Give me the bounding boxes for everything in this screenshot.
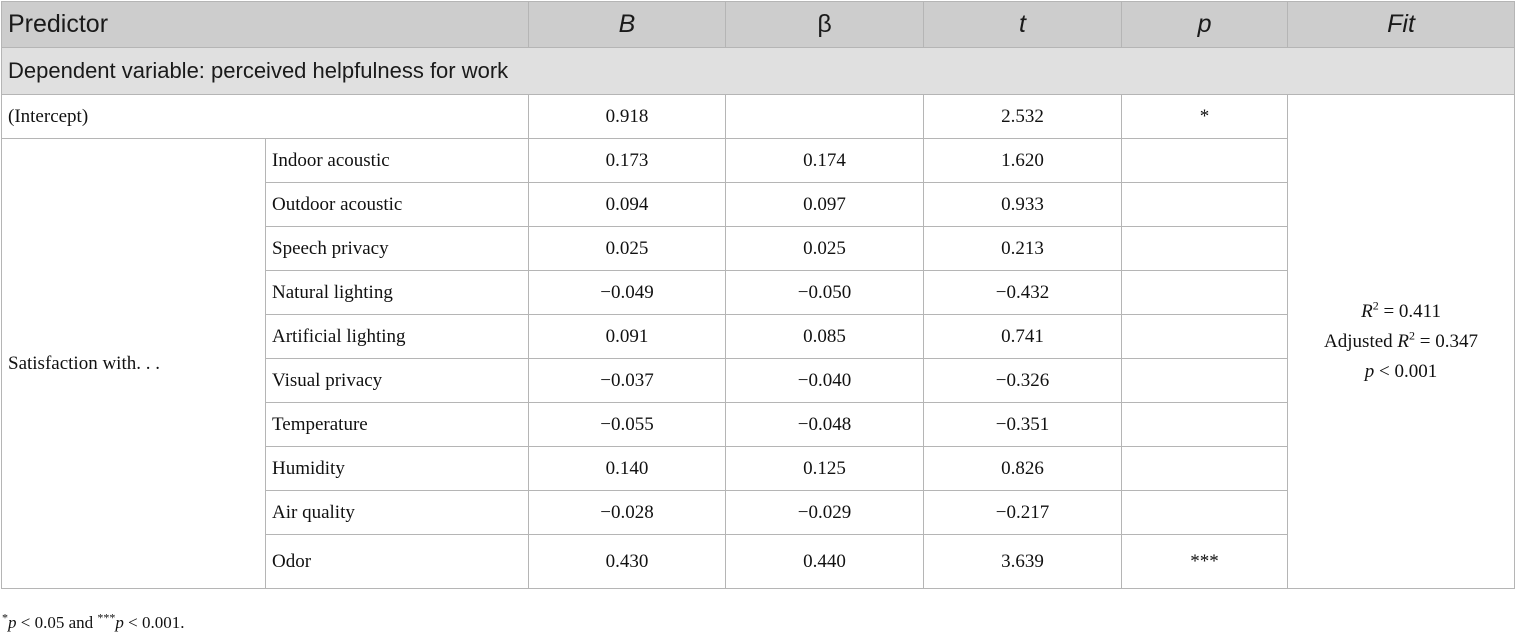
row-B: 0.173: [528, 138, 727, 183]
row-beta: 0.174: [725, 138, 925, 183]
section-title: Dependent variable: perceived helpfulnes…: [0, 47, 1516, 95]
intercept-row: (Intercept) 0.918 2.532 * R2 = 0.411 Adj…: [0, 94, 1516, 589]
header-beta: β: [725, 1, 925, 48]
fit-adjusted-r2: Adjusted R2 = 0.347: [1324, 328, 1478, 352]
row-label: Temperature: [264, 402, 530, 447]
row-B: −0.037: [528, 358, 727, 403]
row-p: [1121, 402, 1289, 447]
table-row: Humidity 0.140 0.125 0.826: [2, 446, 1515, 491]
row-t: 0.741: [923, 314, 1123, 359]
row-B: 0.140: [528, 446, 727, 491]
header-B: B: [528, 1, 727, 48]
group-label: Satisfaction with. . .: [1, 138, 266, 589]
row-t: 0.213: [923, 226, 1123, 271]
intercept-t: 2.532: [923, 94, 1123, 139]
fit-p-value: p < 0.001: [1364, 360, 1438, 382]
row-beta: 0.025: [725, 226, 925, 271]
intercept-beta: [725, 94, 925, 139]
row-label: Air quality: [264, 490, 530, 535]
fit-r2: R2 = 0.411: [1361, 298, 1441, 322]
row-label: Indoor acoustic: [264, 138, 530, 183]
row-t: 0.826: [923, 446, 1123, 491]
row-p: [1121, 270, 1289, 315]
row-label: Odor: [264, 534, 530, 589]
table-row: Odor 0.430 0.440 3.639 ***: [2, 534, 1515, 589]
row-beta: 0.097: [725, 182, 925, 227]
row-B: 0.091: [528, 314, 727, 359]
row-t: −0.351: [923, 402, 1123, 447]
table-row: Artificial lighting 0.091 0.085 0.741: [2, 314, 1515, 359]
row-label: Visual privacy: [264, 358, 530, 403]
table-row: Outdoor acoustic 0.094 0.097 0.933: [2, 182, 1515, 227]
row-beta: 0.125: [725, 446, 925, 491]
row-t: 3.639: [923, 534, 1123, 589]
section-row: Dependent variable: perceived helpfulnes…: [0, 47, 1516, 95]
header-row: Predictor B β t p Fit: [0, 1, 1516, 48]
row-label: Outdoor acoustic: [264, 182, 530, 227]
row-p: [1121, 182, 1289, 227]
row-t: −0.326: [923, 358, 1123, 403]
row-p: [1121, 358, 1289, 403]
row-label: Artificial lighting: [264, 314, 530, 359]
row-p: [1121, 490, 1289, 535]
row-t: −0.432: [923, 270, 1123, 315]
intercept-B: 0.918: [528, 94, 727, 139]
table-row: Natural lighting −0.049 −0.050 −0.432: [2, 270, 1515, 315]
table-row: Satisfaction with. . . Indoor acoustic 0…: [1, 138, 1515, 589]
header-predictor: Predictor: [0, 1, 530, 48]
row-p: [1121, 314, 1289, 359]
table-row: Temperature −0.055 −0.048 −0.351: [2, 402, 1515, 447]
row-t: −0.217: [923, 490, 1123, 535]
row-p: [1121, 138, 1289, 183]
row-beta: 0.440: [725, 534, 925, 589]
row-beta: 0.085: [725, 314, 925, 359]
row-t: 1.620: [923, 138, 1123, 183]
header-p: p: [1121, 1, 1289, 48]
table-row: Air quality −0.028 −0.029 −0.217: [2, 490, 1515, 535]
intercept-p: *: [1121, 94, 1289, 139]
row-B: 0.094: [528, 182, 727, 227]
row-B: 0.025: [528, 226, 727, 271]
header-fit: Fit: [1287, 1, 1516, 48]
row-B: −0.049: [528, 270, 727, 315]
regression-table: Predictor B β t p Fit Dependent variable…: [0, 1, 1516, 589]
row-B: −0.055: [528, 402, 727, 447]
row-beta: −0.048: [725, 402, 925, 447]
row-B: −0.028: [528, 490, 727, 535]
table-row: Speech privacy 0.025 0.025 0.213: [2, 226, 1515, 271]
row-label: Natural lighting: [264, 270, 530, 315]
row-beta: −0.050: [725, 270, 925, 315]
row-t: 0.933: [923, 182, 1123, 227]
row-beta: −0.040: [725, 358, 925, 403]
header-t: t: [923, 1, 1123, 48]
row-beta: −0.029: [725, 490, 925, 535]
fit-cell: R2 = 0.411 Adjusted R2 = 0.347 p < 0.001: [1287, 94, 1516, 589]
row-B: 0.430: [528, 534, 727, 589]
row-label: Speech privacy: [264, 226, 530, 271]
table-footnote: *p < 0.05 and ***p < 0.001.: [2, 610, 185, 632]
row-label: Humidity: [264, 446, 530, 491]
row-p: ***: [1121, 534, 1289, 589]
intercept-label: (Intercept): [0, 94, 530, 139]
row-p: [1121, 446, 1289, 491]
row-p: [1121, 226, 1289, 271]
